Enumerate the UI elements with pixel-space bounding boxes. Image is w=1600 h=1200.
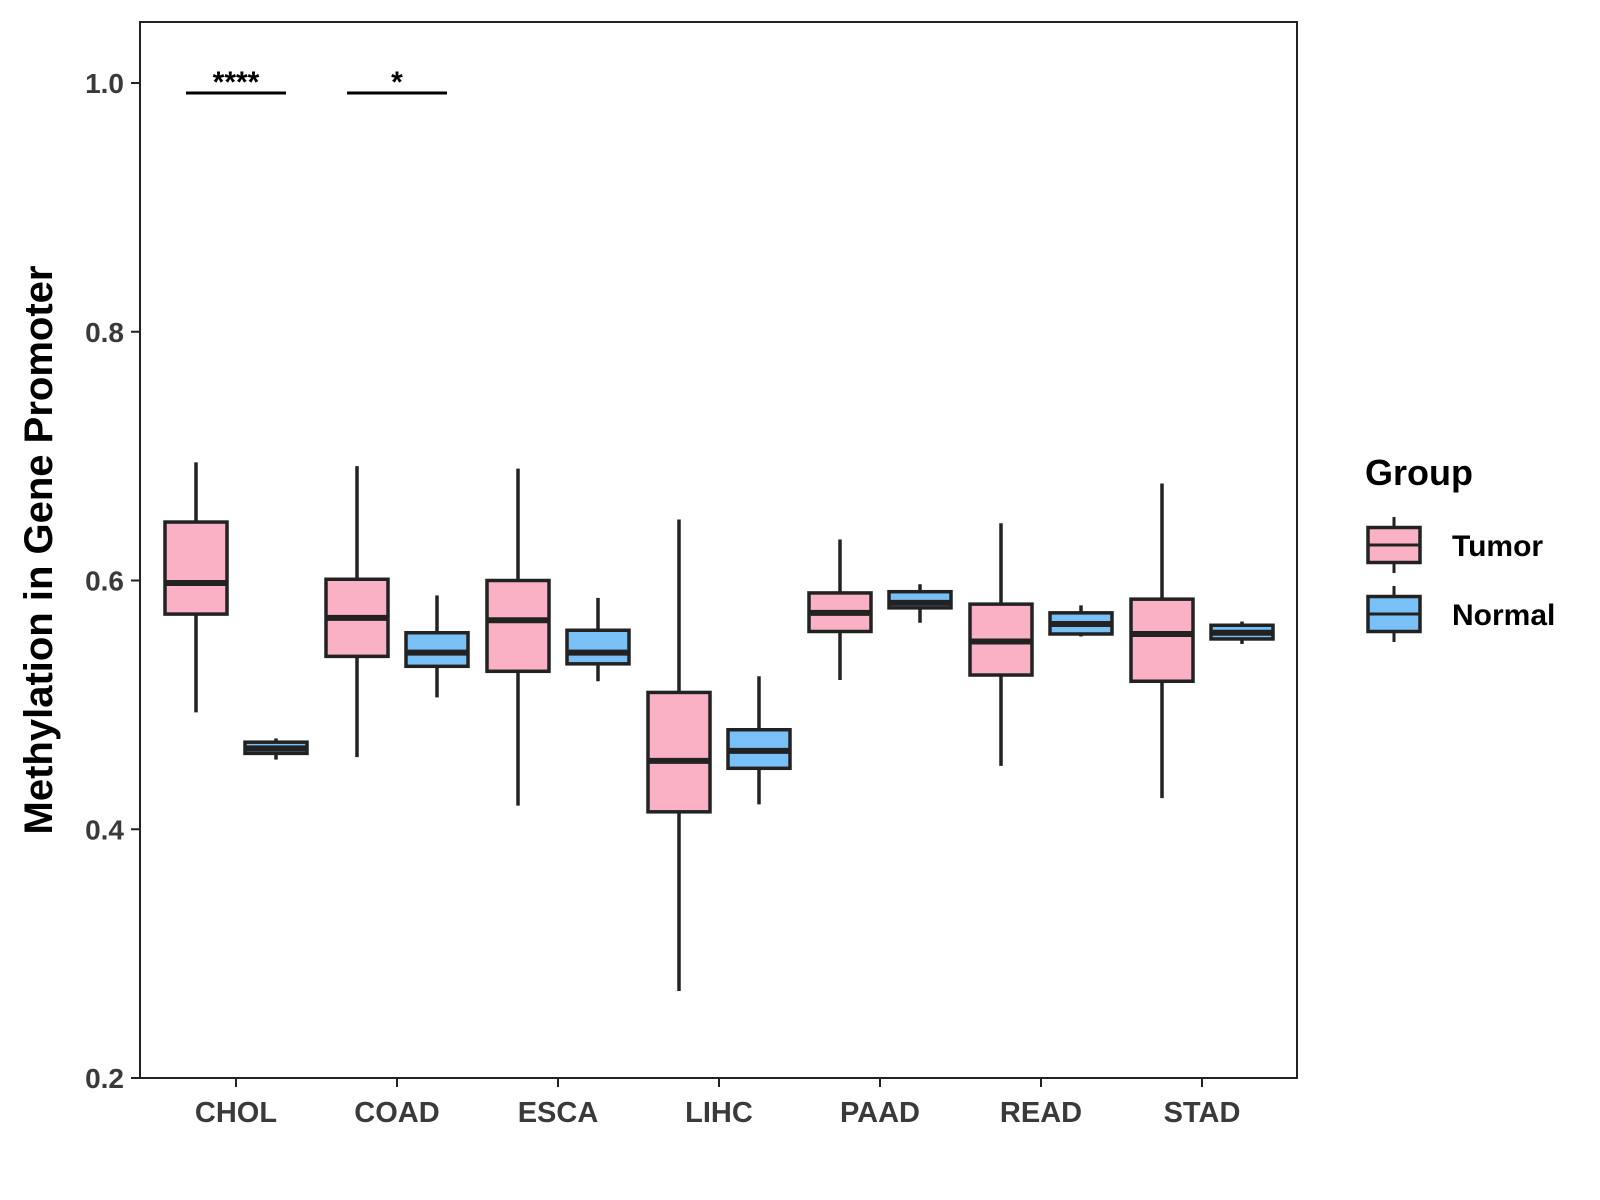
box-tumor-chol bbox=[163, 462, 229, 713]
x-tick-label: PAAD bbox=[840, 1097, 920, 1129]
y-axis-title: Methylation in Gene Promoter bbox=[17, 266, 61, 835]
box-normal-read bbox=[1048, 605, 1114, 637]
box-normal-esca bbox=[565, 597, 631, 682]
legend: Group Tumor Normal bbox=[1365, 452, 1555, 642]
significance-label: **** bbox=[213, 66, 260, 99]
box-tumor-coad bbox=[324, 466, 390, 758]
legend-label-normal: Normal bbox=[1452, 599, 1555, 632]
box-body bbox=[565, 628, 631, 666]
box-tumor-esca bbox=[485, 468, 551, 806]
box-body bbox=[646, 690, 712, 814]
y-tick-label: 0.2 bbox=[85, 1063, 124, 1094]
y-tick-label: 1.0 bbox=[85, 68, 124, 99]
axes: 0.2 0.4 0.6 0.8 1.0 CHOL COAD ESCA LIHC PAAD READ S… bbox=[85, 22, 1297, 1129]
legend-key-normal bbox=[1366, 586, 1422, 642]
legend-title: Group bbox=[1365, 452, 1473, 493]
x-tick-label: CHOL bbox=[195, 1097, 277, 1129]
significance-label: * bbox=[391, 66, 403, 99]
box-body bbox=[1129, 597, 1195, 683]
box-tumor-lihc bbox=[646, 519, 712, 991]
box-normal-paad bbox=[887, 584, 953, 623]
box-tumor-stad bbox=[1129, 483, 1195, 799]
box-body bbox=[485, 578, 551, 674]
box-tumor-read bbox=[968, 523, 1034, 766]
legend-key-tumor bbox=[1366, 517, 1422, 573]
x-tick-label: LIHC bbox=[685, 1097, 753, 1129]
box-body bbox=[163, 520, 229, 616]
box-normal-chol bbox=[243, 738, 309, 760]
y-tick-label: 0.8 bbox=[85, 317, 124, 348]
box-normal-stad bbox=[1209, 621, 1275, 644]
box-body bbox=[404, 630, 470, 669]
y-tick-label: 0.6 bbox=[85, 566, 124, 597]
x-tick-label: COAD bbox=[354, 1097, 439, 1129]
legend-label-tumor: Tumor bbox=[1452, 530, 1543, 563]
plot-area: **** * bbox=[163, 66, 1275, 991]
x-tick-label: STAD bbox=[1164, 1097, 1241, 1129]
box-tumor-paad bbox=[807, 539, 873, 680]
x-tick-label: ESCA bbox=[518, 1097, 599, 1129]
y-tick-label: 0.4 bbox=[85, 814, 124, 845]
box-normal-lihc bbox=[726, 676, 792, 805]
x-tick-label: READ bbox=[1000, 1097, 1082, 1129]
box-normal-coad bbox=[404, 595, 470, 698]
